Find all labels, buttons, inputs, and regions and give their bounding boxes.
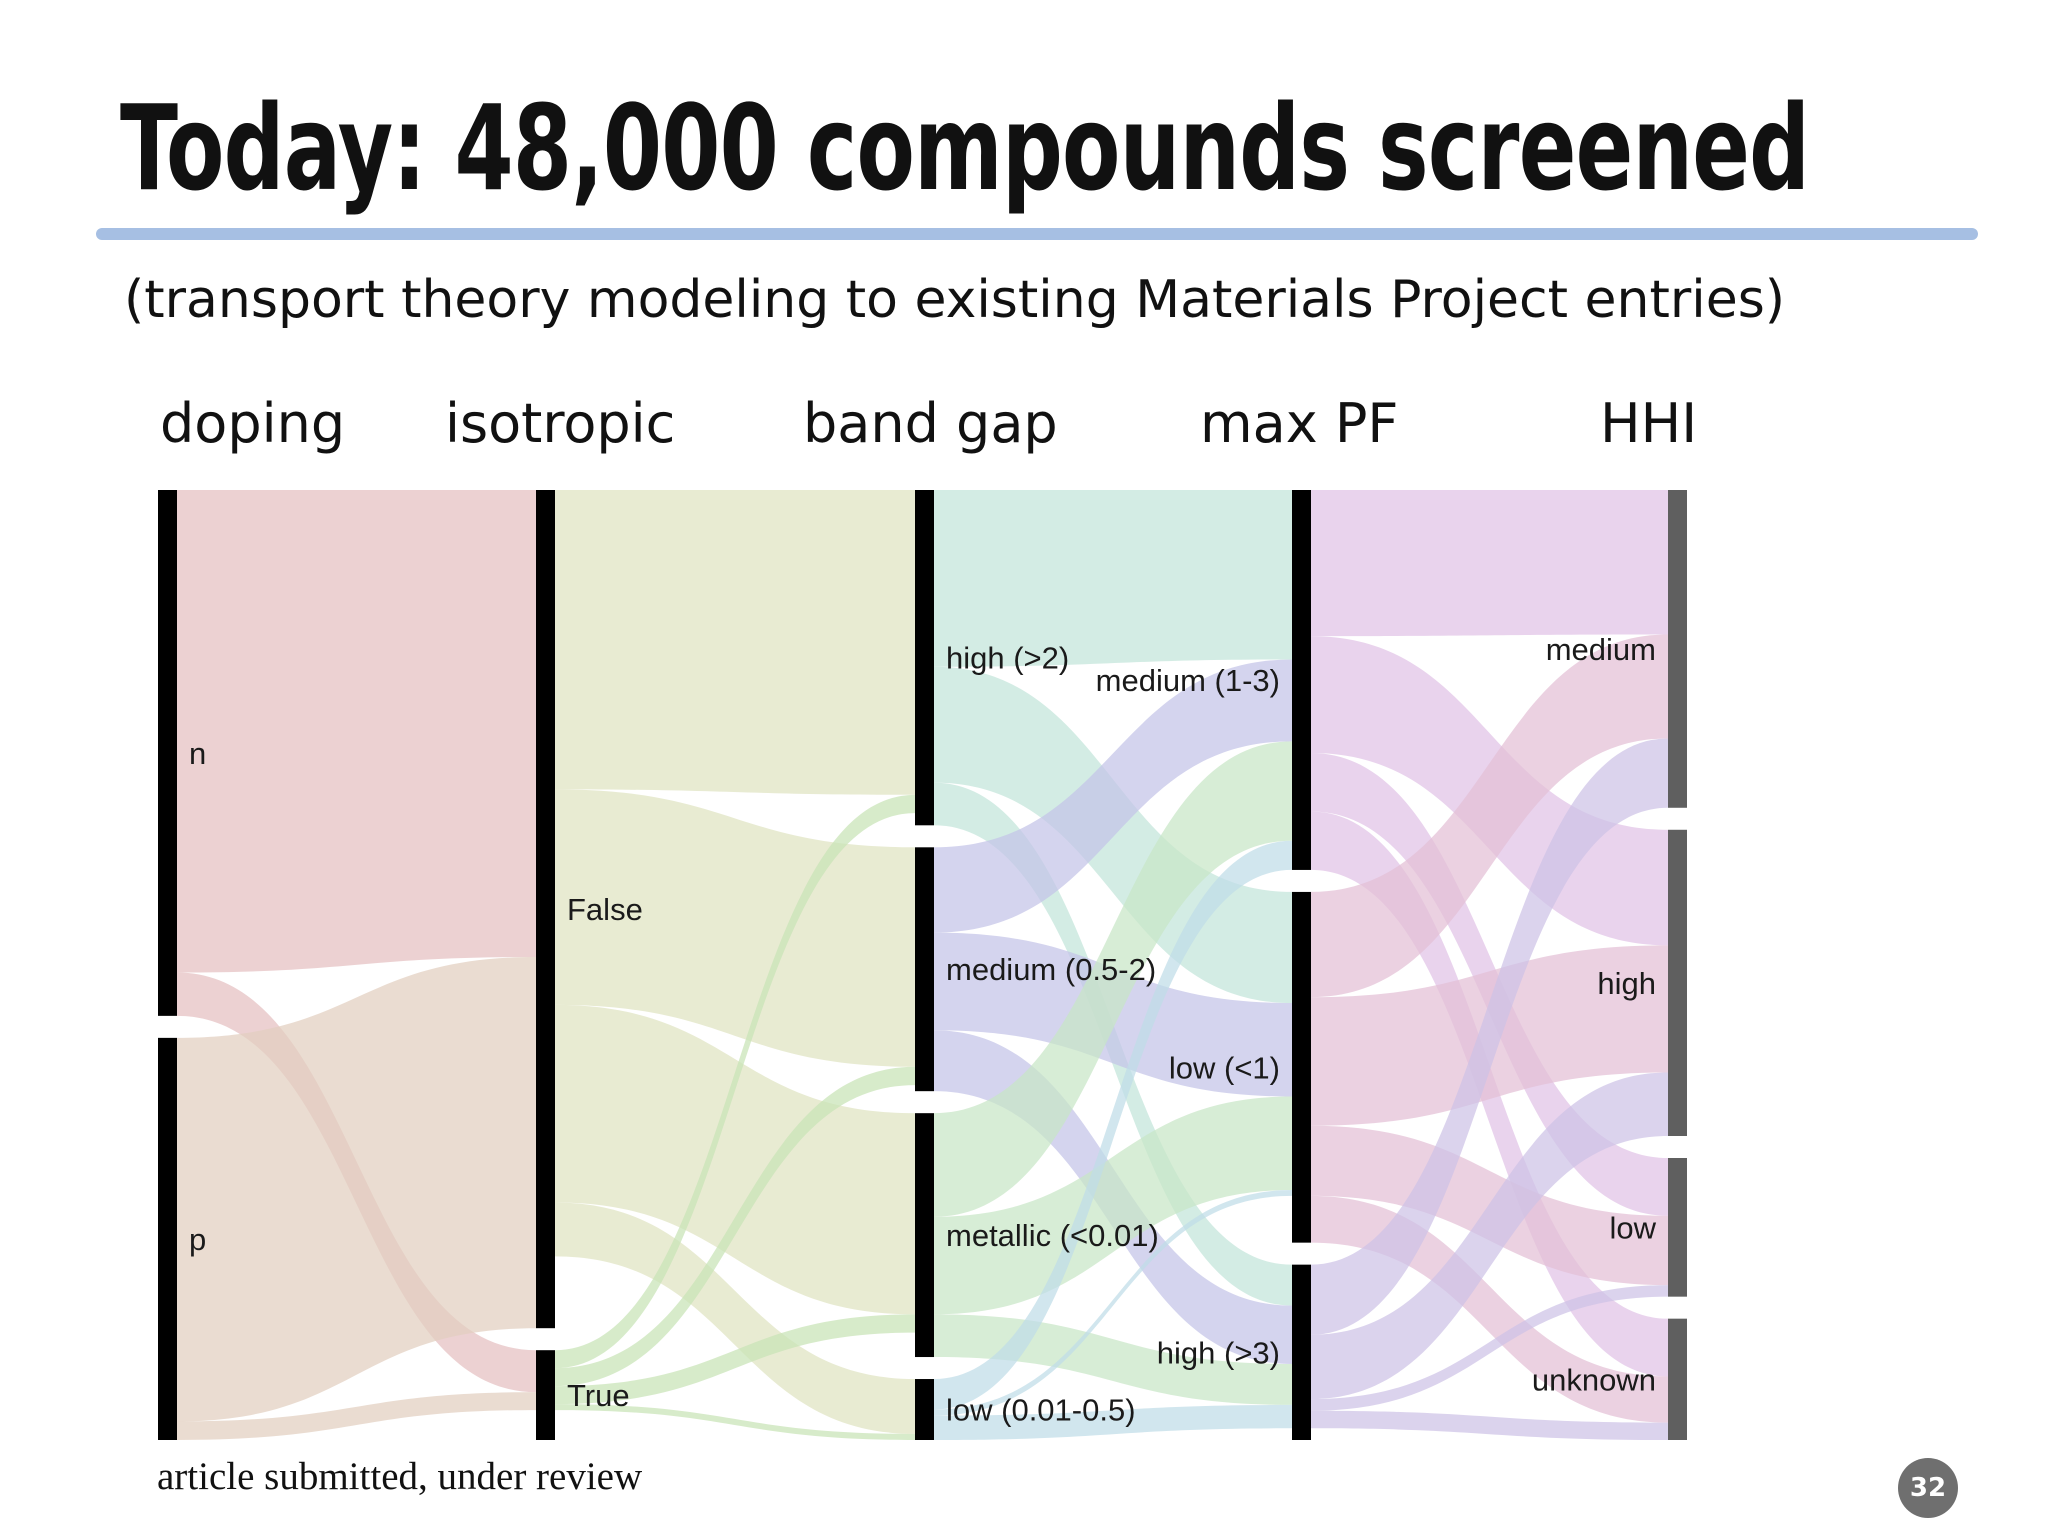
flow-bg_high-to-pf_medium [934, 490, 1292, 667]
node-label-bg_medium: medium (0.5-2) [946, 952, 1156, 987]
sankey-links [177, 490, 1668, 1440]
flow-False-to-bg_low [555, 1202, 915, 1434]
flow-True-to-bg_medium [555, 1066, 915, 1387]
slide-subtitle: (transport theory modeling to existing M… [124, 270, 1786, 330]
flow-bg_low-to-pf_low [934, 1190, 1292, 1416]
node-label-pf_low: low (<1) [1169, 1050, 1280, 1085]
node-label-bg_metallic: metallic (<0.01) [946, 1218, 1159, 1253]
flow-p-to-False [177, 956, 536, 1422]
node-label-True: True [567, 1378, 630, 1413]
slide-title: Today: 48,000 compounds screened [120, 79, 1810, 217]
node-label-p: p [189, 1222, 206, 1257]
node-label-bg_high: high (>2) [946, 641, 1069, 676]
sankey-nodes: n p False True high (>2) medium (0.5-2) metall… [158, 490, 1687, 1440]
flow-bg_metallic-to-pf_medium [934, 741, 1292, 1217]
flow-pf_high-to-hhi_low [1311, 1285, 1668, 1411]
node-bar-True [536, 1350, 555, 1440]
node-bar-hhi_medium [1668, 490, 1687, 808]
flow-True-to-bg_metallic [555, 1314, 915, 1405]
flow-p-to-True [177, 1392, 536, 1440]
flow-bg_medium-to-pf_medium [934, 659, 1292, 933]
column-header-band-gap: band gap [803, 392, 1058, 455]
node-bar-bg_high [915, 490, 934, 826]
node-bar-bg_low [915, 1379, 934, 1440]
flow-pf_high-to-hhi_unknown [1311, 1410, 1668, 1440]
node-label-hhi_unknown: unknown [1532, 1362, 1656, 1397]
node-bar-hhi_low [1668, 1158, 1687, 1297]
node-bar-pf_medium [1292, 490, 1311, 870]
title-underline [96, 228, 1978, 240]
node-bar-p [158, 1037, 177, 1440]
column-header-doping: doping [160, 392, 346, 455]
flow-pf_low-to-hhi_medium [1311, 634, 1668, 998]
flow-pf_medium-to-hhi_medium [1311, 490, 1668, 637]
flow-True-to-bg_high [555, 794, 915, 1369]
column-header-isotropic: isotropic [445, 392, 676, 455]
flow-bg_low-to-pf_medium [934, 840, 1292, 1410]
node-label-bg_low: low (0.01-0.5) [946, 1393, 1136, 1428]
flow-n-to-False [177, 490, 536, 973]
flow-False-to-bg_metallic [555, 1004, 915, 1315]
node-label-n: n [189, 736, 206, 771]
node-bar-hhi_unknown [1668, 1318, 1687, 1440]
flow-pf_high-to-hhi_high [1311, 1072, 1668, 1400]
flow-bg_metallic-to-pf_low [934, 1096, 1292, 1315]
node-label-pf_high: high (>3) [1157, 1335, 1280, 1370]
flow-False-to-bg_high [555, 490, 915, 795]
flow-pf_high-to-hhi_medium [1311, 738, 1668, 1335]
node-bar-pf_low [1292, 891, 1311, 1243]
column-header-max-pf: max PF [1200, 392, 1399, 455]
node-label-hhi_low: low [1609, 1210, 1656, 1245]
footer-note: article submitted, under review [157, 1455, 643, 1498]
flow-bg_low-to-pf_high [934, 1404, 1292, 1440]
node-label-hhi_medium: medium [1546, 632, 1656, 667]
node-bar-pf_high [1292, 1264, 1311, 1440]
flow-True-to-bg_low [555, 1404, 915, 1440]
node-bar-hhi_high [1668, 829, 1687, 1136]
column-header-hhi: HHI [1600, 392, 1698, 455]
node-label-hhi_high: high [1597, 966, 1656, 1001]
page-number-badge: 32 [1898, 1458, 1958, 1518]
node-bar-bg_metallic [915, 1113, 934, 1358]
node-label-pf_medium: medium (1-3) [1096, 663, 1280, 698]
node-bar-bg_medium [915, 847, 934, 1092]
node-bar-n [158, 490, 177, 1016]
node-label-False: False [567, 892, 643, 927]
node-bar-False [536, 490, 555, 1329]
